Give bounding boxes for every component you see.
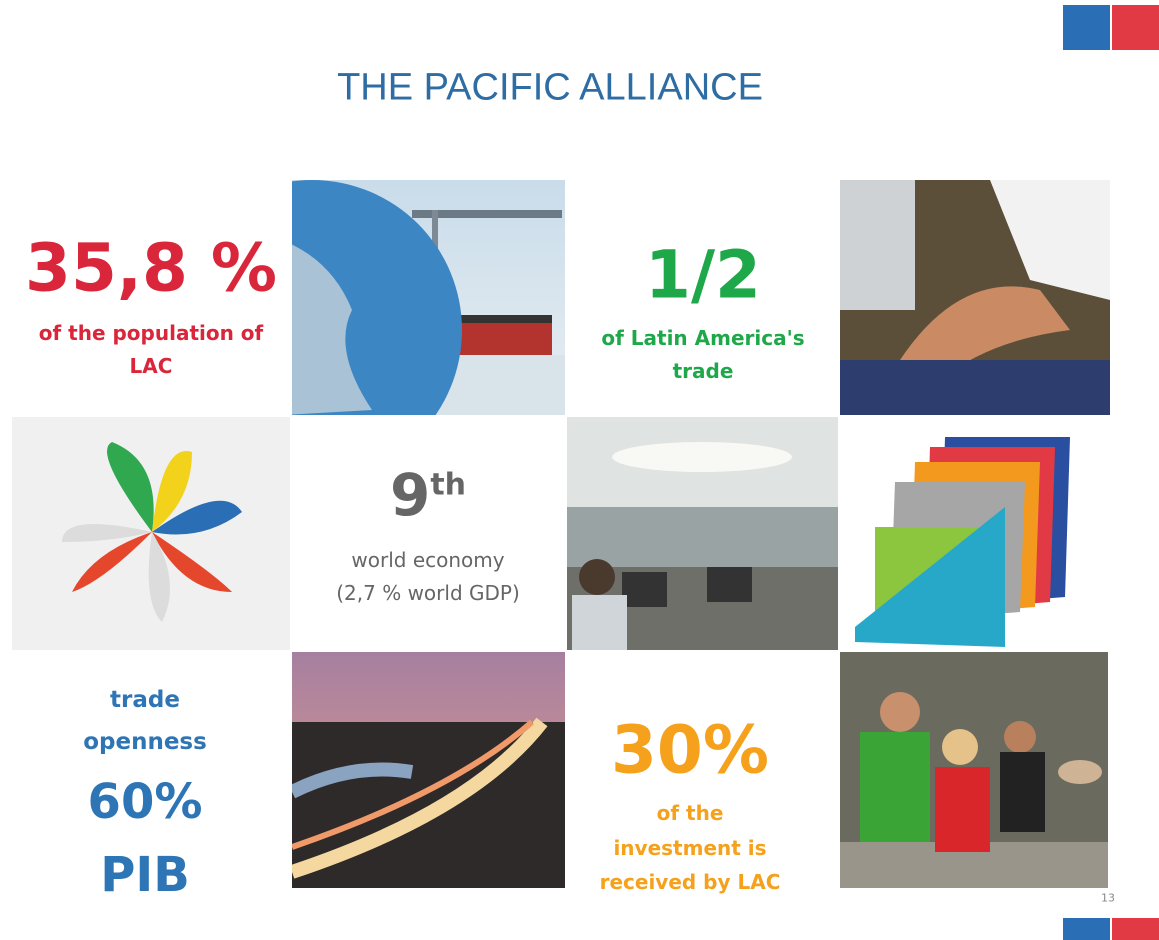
stat-headline: 1/2 [645,237,761,314]
stat-headline: 30% [611,712,769,789]
stat-superscript: th [430,468,466,503]
stat-headline: 60% [88,774,203,830]
flag-blue [1063,5,1110,50]
stat-caption: received by LAC [600,870,781,894]
flag-red [1112,918,1159,940]
title: THE PACIFIC ALLIANCE [337,67,763,110]
page-number: 13 [1101,892,1115,905]
stat-caption: (2,7 % world GDP) [336,581,520,605]
panels-image [840,417,1110,650]
stat-headline: 35,8 % [25,230,277,307]
stat-intro: openness [83,729,207,755]
port-image [292,180,565,415]
stat-caption: LAC [130,354,173,378]
road-image [292,652,565,888]
office-image [567,417,838,650]
stat-caption: of the [657,801,724,825]
flag-red [1112,5,1159,50]
stat-headline: 9 [390,461,430,529]
stat-caption: investment is [613,836,766,860]
logo-image [12,417,290,650]
stat-caption: trade [673,359,734,383]
stat-caption: world economy [351,548,504,572]
stat-headline-group: 9th [390,461,466,529]
flag-blue [1063,918,1110,940]
stat-footer: PIB [100,847,190,903]
berries-image [840,180,1110,415]
stat-caption: of Latin America's [601,326,804,350]
slide: THE PACIFIC ALLIANCE [0,0,1159,940]
stat-intro: trade [110,687,180,713]
stat-caption: of the population of [39,321,264,345]
people-image [840,652,1108,888]
